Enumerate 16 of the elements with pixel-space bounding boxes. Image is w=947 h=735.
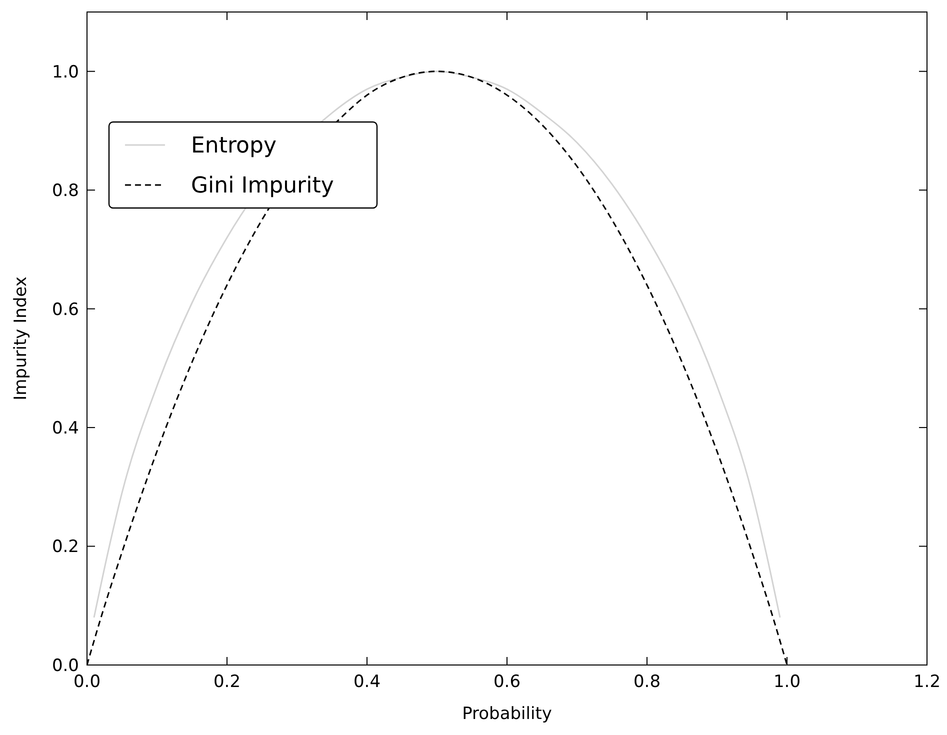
legend-label: Gini Impurity bbox=[191, 174, 334, 199]
x-tick-label: 0.4 bbox=[353, 672, 381, 692]
x-axis-title: Probability bbox=[462, 704, 552, 724]
x-tick-label: 0.0 bbox=[73, 672, 101, 692]
y-axis-title: Impurity Index bbox=[11, 276, 31, 400]
x-tick-label: 1.2 bbox=[913, 672, 941, 692]
y-tick-label: 0.2 bbox=[52, 537, 79, 558]
x-tick-label: 0.8 bbox=[633, 672, 661, 692]
y-tick-label: 0.6 bbox=[52, 300, 79, 320]
x-tick-label: 0.6 bbox=[493, 672, 521, 692]
y-tick-label: 1.0 bbox=[52, 62, 79, 82]
y-tick-label: 0.4 bbox=[52, 418, 79, 438]
x-tick-label: 1.0 bbox=[773, 672, 801, 692]
x-tick-label: 0.2 bbox=[213, 672, 241, 692]
legend-label: Entropy bbox=[191, 134, 276, 159]
y-tick-label: 0.8 bbox=[52, 181, 79, 202]
